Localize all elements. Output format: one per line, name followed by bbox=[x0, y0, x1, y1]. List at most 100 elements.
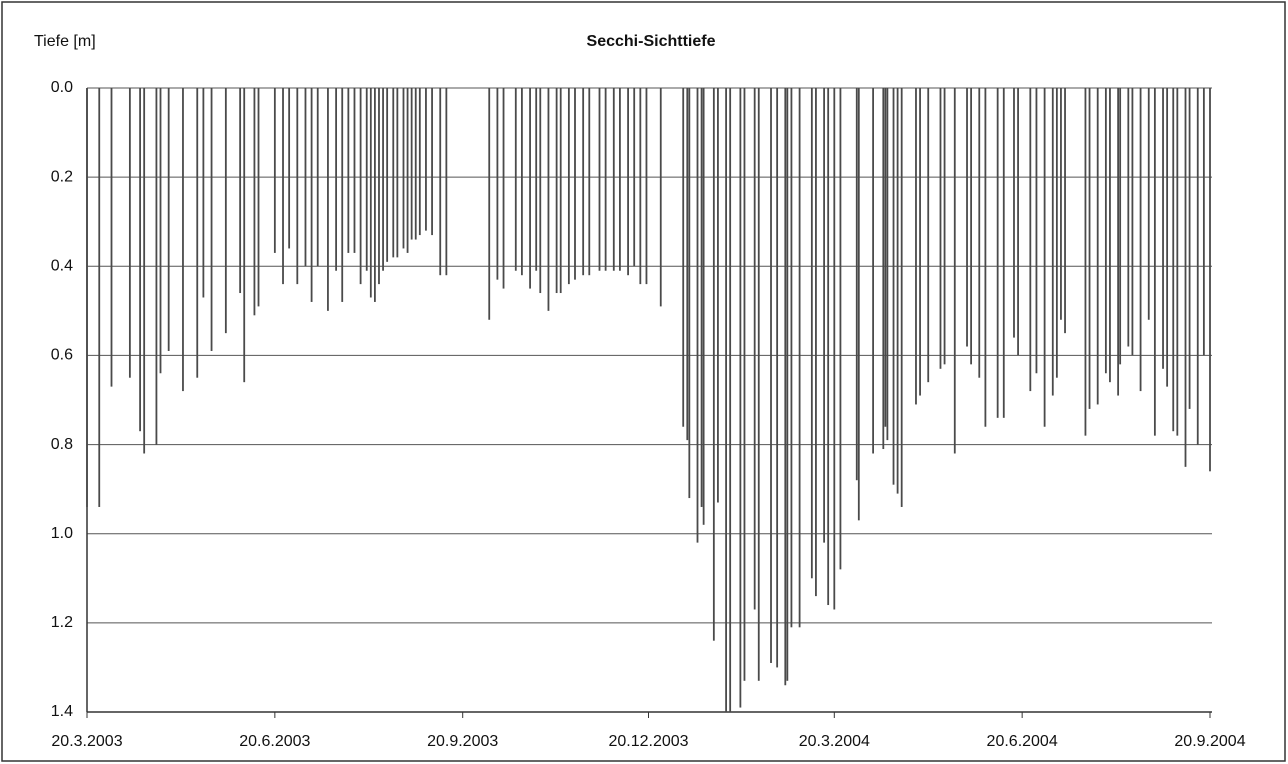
bar bbox=[700, 88, 703, 507]
bar bbox=[414, 88, 417, 240]
bar bbox=[155, 88, 158, 445]
bar bbox=[1109, 88, 1111, 383]
bar bbox=[296, 88, 299, 285]
bar bbox=[927, 88, 930, 383]
bar bbox=[627, 88, 629, 276]
bar bbox=[900, 88, 903, 507]
bar bbox=[996, 88, 999, 418]
bar bbox=[659, 88, 662, 307]
y-tick-label: 0.4 bbox=[51, 258, 73, 275]
bar bbox=[143, 88, 146, 454]
bar bbox=[1084, 88, 1087, 436]
y-tick-label: 0.0 bbox=[51, 79, 73, 96]
bar bbox=[884, 88, 887, 427]
y-tick-label: 1.2 bbox=[51, 614, 73, 631]
bar bbox=[1029, 88, 1032, 392]
bar bbox=[514, 88, 517, 271]
x-tick-label: 20.6.2003 bbox=[239, 733, 310, 750]
bar bbox=[1176, 88, 1179, 436]
bar bbox=[1147, 88, 1150, 320]
bar bbox=[943, 88, 946, 365]
bar bbox=[833, 88, 836, 610]
bar bbox=[304, 88, 307, 267]
bar bbox=[535, 88, 538, 271]
bar bbox=[823, 88, 825, 543]
bar bbox=[729, 88, 732, 712]
bar bbox=[696, 88, 699, 543]
bar bbox=[386, 88, 389, 262]
bar bbox=[757, 88, 760, 681]
bar bbox=[598, 88, 601, 271]
x-tick-label: 20.6.2004 bbox=[987, 733, 1058, 750]
bar bbox=[798, 88, 801, 628]
bar bbox=[1088, 88, 1091, 409]
y-tick-label: 0.2 bbox=[51, 168, 73, 185]
bar bbox=[919, 88, 921, 396]
bar bbox=[539, 88, 542, 294]
bar bbox=[273, 88, 276, 253]
bar bbox=[1184, 88, 1187, 467]
bar bbox=[1096, 88, 1099, 405]
bar bbox=[359, 88, 362, 285]
bar bbox=[243, 88, 246, 383]
bar bbox=[1139, 88, 1142, 392]
bar bbox=[439, 88, 442, 276]
bar bbox=[1117, 88, 1120, 396]
bar bbox=[445, 88, 448, 276]
bar bbox=[196, 88, 199, 378]
bar bbox=[588, 88, 591, 276]
bar bbox=[645, 88, 648, 285]
bar bbox=[686, 88, 689, 441]
bar bbox=[753, 88, 756, 610]
bar bbox=[310, 88, 313, 302]
bar bbox=[210, 88, 213, 351]
bar bbox=[396, 88, 399, 258]
bar bbox=[739, 88, 742, 708]
bar bbox=[1002, 88, 1005, 418]
bar bbox=[406, 88, 409, 253]
bar bbox=[341, 88, 344, 302]
bar bbox=[431, 88, 433, 236]
bar bbox=[1013, 88, 1015, 338]
bar bbox=[167, 88, 170, 351]
bar bbox=[1196, 88, 1199, 445]
x-tick-label: 20.12.2003 bbox=[608, 733, 688, 750]
bar bbox=[257, 88, 260, 307]
bar bbox=[347, 88, 350, 253]
bar bbox=[839, 88, 842, 570]
bar bbox=[786, 88, 789, 681]
bar bbox=[288, 88, 291, 249]
bar bbox=[418, 88, 421, 236]
bar bbox=[139, 88, 141, 432]
bar bbox=[327, 88, 329, 311]
bar bbox=[521, 88, 523, 276]
bar bbox=[224, 88, 227, 334]
bar bbox=[688, 88, 691, 499]
bar bbox=[857, 88, 860, 521]
bar bbox=[382, 88, 384, 271]
bar bbox=[98, 88, 101, 507]
bar bbox=[702, 88, 705, 525]
bar bbox=[966, 88, 968, 347]
bar bbox=[815, 88, 817, 597]
y-tick-label: 1.4 bbox=[51, 703, 73, 720]
x-tick-label: 20.9.2004 bbox=[1174, 733, 1245, 750]
bar bbox=[1188, 88, 1191, 409]
y-tick-label: 1.0 bbox=[51, 525, 73, 542]
bar bbox=[410, 88, 413, 240]
bar bbox=[86, 88, 88, 507]
bar bbox=[1131, 88, 1134, 356]
bar bbox=[425, 88, 427, 231]
bar bbox=[953, 88, 956, 454]
bar bbox=[619, 88, 621, 271]
bar bbox=[1119, 88, 1122, 365]
bar bbox=[784, 88, 787, 686]
bar bbox=[159, 88, 162, 374]
bar bbox=[110, 88, 113, 387]
bar bbox=[502, 88, 505, 289]
bar bbox=[896, 88, 899, 494]
bar bbox=[402, 88, 405, 249]
bar bbox=[1035, 88, 1038, 374]
bar bbox=[282, 88, 284, 285]
